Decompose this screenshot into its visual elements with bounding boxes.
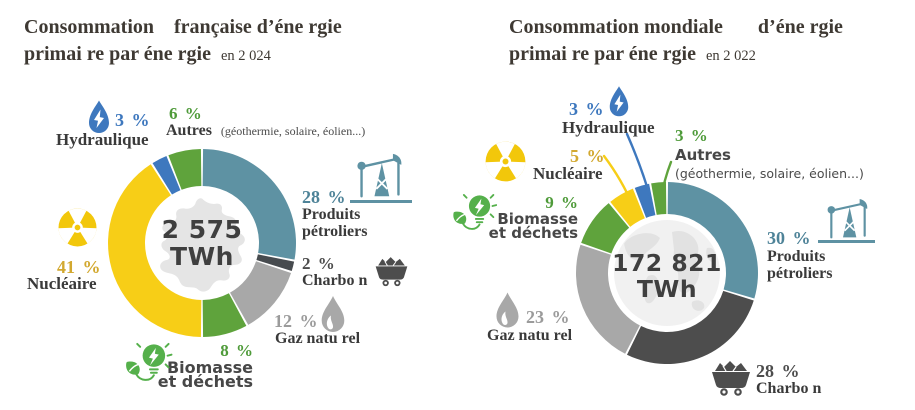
- segment-gaz-naturel: [230, 261, 292, 325]
- donut-chart-france: [108, 149, 297, 337]
- segment-gaz-naturel: [575, 244, 640, 354]
- water-drop-icon: [89, 100, 109, 133]
- title-world-line1: Consommation mondiale d’éne rgie: [509, 16, 843, 38]
- title-france-line2: primai re par éne rgie: [24, 43, 211, 65]
- segment-biomasse-et-d-chets: [202, 293, 247, 337]
- france-map: [160, 198, 245, 292]
- petrole-label-world: Produits pétroliers: [767, 248, 833, 282]
- biomasse-label-2: et déchets: [157, 372, 253, 391]
- biomasse-label-2-world: et déchets: [488, 223, 578, 242]
- title-france-year: en 2 024: [221, 48, 271, 64]
- radiation-icon: [485, 141, 526, 182]
- pump-ground-line: [818, 240, 875, 243]
- nucleaire-pct-world: 5 %: [570, 146, 605, 166]
- segment-produits-p-troliers: [667, 182, 758, 299]
- pump-ground-line: [350, 200, 412, 203]
- title-world: Consommation mondiale d’éne rgie primai r…: [509, 14, 909, 70]
- segment-autres-g-othermie-solaire-olien: [168, 149, 202, 190]
- radiation-icon: [58, 208, 97, 247]
- biomasse-label-1-world: Biomasse: [497, 210, 578, 228]
- water-drop-icon: [609, 86, 629, 117]
- title-world-line2: primai re par éne rgie: [509, 43, 696, 65]
- hydraulique-pct-world: 3 %: [569, 99, 604, 119]
- petrole-label: Produits pétroliers: [302, 206, 368, 240]
- title-france-line1: Consommation française d’éne rgie: [24, 16, 342, 38]
- segment-hydraulique: [152, 156, 181, 195]
- autres-label-world: Autres: [675, 146, 731, 164]
- biomasse-pct-world: 9 %: [545, 193, 578, 212]
- autres-pct-world: 3 %: [675, 126, 708, 145]
- green-bulb-icon: [126, 342, 173, 381]
- gaz-pct-world: 23 %: [526, 307, 570, 327]
- biomasse-block-world: 9 % Biomasse et déchets: [458, 193, 578, 240]
- segment-produits-p-troliers: [202, 149, 297, 260]
- nucleaire-label-world: Nucléaire: [533, 164, 603, 183]
- biomasse-label-1: Biomasse: [166, 358, 253, 377]
- hydraulique-pct: 3 %: [115, 110, 150, 130]
- center-value-france: 2 575 TWh: [142, 216, 262, 270]
- gaz-label: Gaz natu rel: [275, 330, 361, 347]
- autres-block-world: 3 % Autres (géothermie, solaire, éolien.…: [675, 126, 864, 181]
- hydraulique-label: Hydraulique: [56, 130, 149, 149]
- segment-charbon: [626, 290, 754, 364]
- coal-cart-icon: [375, 257, 408, 287]
- coal-cart-icon: [712, 361, 750, 396]
- autres-sublabel-world: (géothermie, solaire, éolien...): [675, 165, 864, 181]
- gaz-pct: 12 %: [274, 311, 318, 331]
- nucleaire-pct: 41 %: [57, 257, 101, 277]
- hydraulique-label-world: Hydraulique: [562, 118, 655, 137]
- gaz-label-world: Gaz natu rel: [487, 327, 573, 344]
- nucleaire-label: Nucléaire: [27, 274, 97, 293]
- title-france: Consommation française d’éne rgie primai …: [24, 14, 444, 70]
- green-bulb-icon: [453, 194, 498, 230]
- charbon-pct-world: 28 %: [756, 361, 800, 381]
- oil-pump-icon: [827, 199, 868, 239]
- autres-label-row: Autres (géothermie, solaire, éolien...): [166, 122, 365, 140]
- flame-icon: [321, 296, 345, 332]
- biomasse-pct: 8 %: [220, 341, 253, 360]
- france-twh-unit: TWh: [170, 242, 234, 271]
- segment-charbon: [256, 254, 295, 272]
- segment-nucl-aire: [108, 164, 202, 337]
- world-map-globe: [614, 220, 720, 326]
- petrole-pct-world: 30 %: [767, 228, 811, 248]
- autres-pct: 6 %: [169, 104, 202, 123]
- charbon-pct: 2 %: [302, 254, 335, 273]
- autres-label: Autres: [166, 122, 212, 139]
- world-twh-value: 172 821: [612, 249, 722, 277]
- title-world-year: en 2 022: [706, 48, 756, 64]
- center-value-world: 172 821 TWh: [597, 250, 737, 302]
- charbon-label: Charbo n: [302, 272, 368, 289]
- segment-biomasse-et-d-chets: [581, 203, 630, 254]
- petrole-pct: 28 %: [302, 187, 346, 207]
- biomasse-block: 8 % Biomasse et déchets: [133, 341, 253, 391]
- oil-pump-icon: [357, 153, 402, 198]
- flame-icon: [496, 292, 519, 328]
- world-twh-unit: TWh: [636, 275, 698, 303]
- charbon-label-world: Charbo n: [756, 380, 822, 397]
- autres-sublabel: (géothermie, solaire, éolien...): [220, 124, 366, 138]
- france-twh-value: 2 575: [161, 215, 243, 244]
